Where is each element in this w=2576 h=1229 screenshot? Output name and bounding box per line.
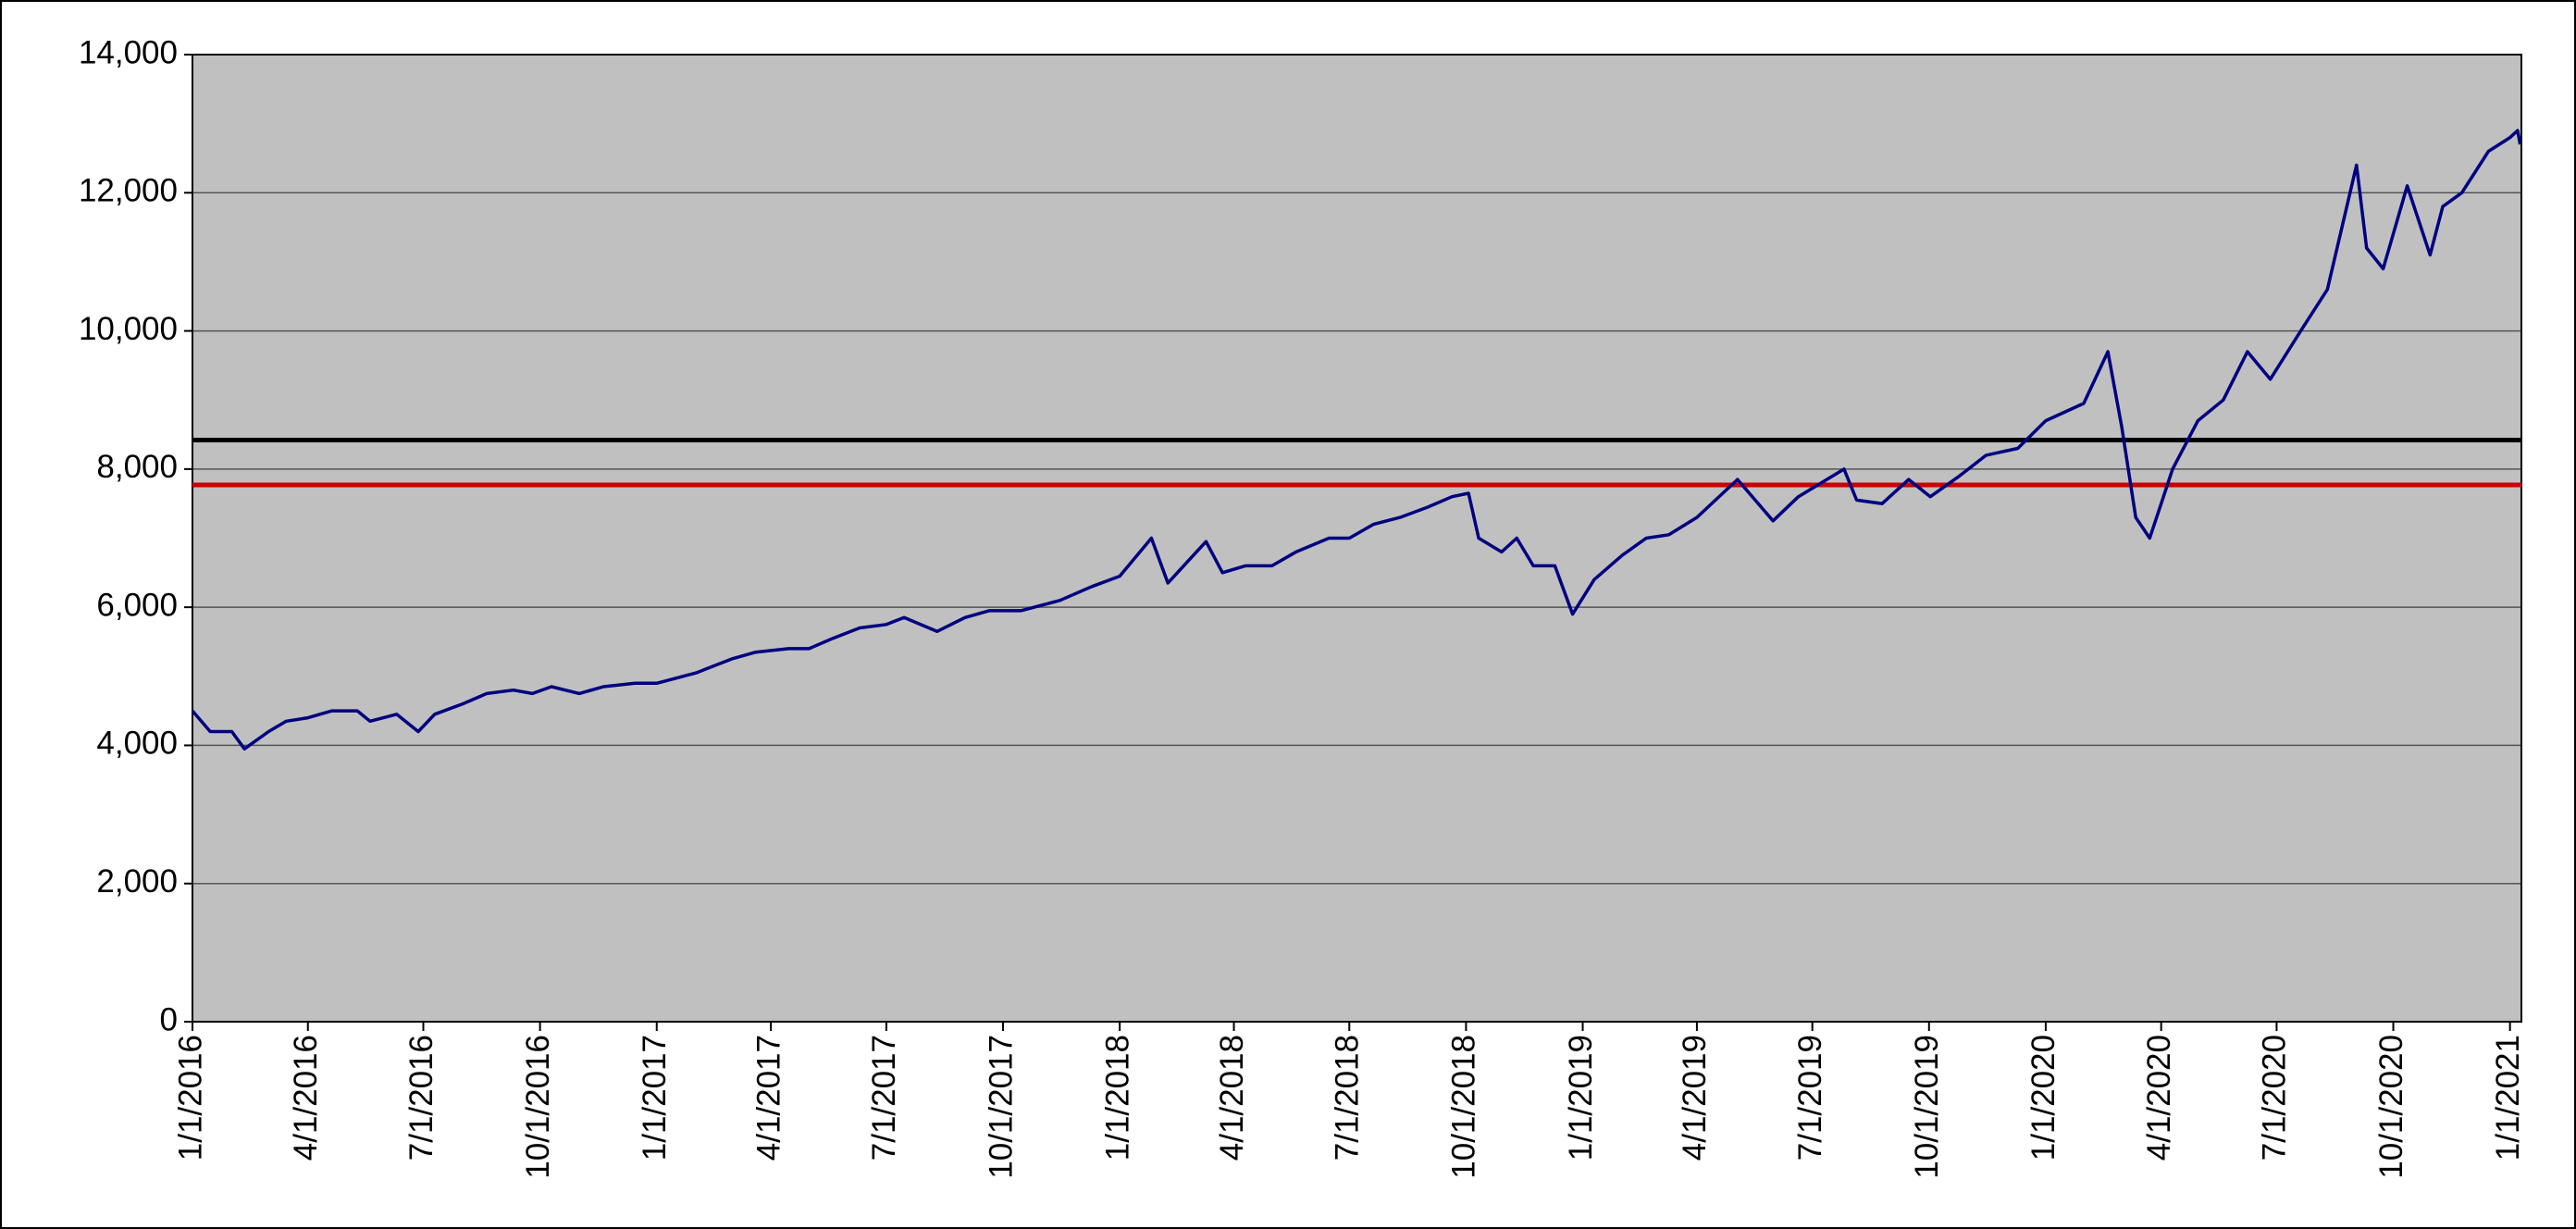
series-line (191, 129, 2522, 751)
y-tick-label: 8,000 (96, 449, 178, 485)
x-tick-label: 7/1/2018 (1330, 1035, 1366, 1161)
x-tick-label: 10/1/2016 (520, 1035, 556, 1179)
x-tick-label: 10/1/2018 (1446, 1035, 1482, 1179)
y-tick-label: 14,000 (79, 34, 178, 70)
x-tick-label: 4/1/2016 (288, 1035, 324, 1161)
x-tick-label: 7/1/2019 (1792, 1035, 1828, 1161)
x-tick-label: 1/1/2021 (2490, 1035, 2526, 1161)
x-tick-label: 1/1/2020 (2025, 1035, 2062, 1161)
x-tick-label: 7/1/2020 (2257, 1035, 2293, 1161)
plot-area (192, 55, 2521, 1022)
x-tick-label: 10/1/2020 (2373, 1035, 2409, 1179)
x-tick-label: 7/1/2017 (866, 1035, 902, 1161)
y-tick-label: 10,000 (79, 311, 178, 347)
x-tick-label: 10/1/2017 (983, 1035, 1019, 1179)
y-tick-label: 0 (160, 1001, 178, 1037)
y-tick-label: 6,000 (96, 587, 178, 623)
x-tick-label: 1/1/2016 (172, 1035, 208, 1161)
x-tick-label: 4/1/2017 (750, 1035, 786, 1161)
y-tick-label: 4,000 (96, 726, 178, 762)
x-tick-label: 1/1/2019 (1563, 1035, 1599, 1161)
plot-border (192, 54, 2522, 1023)
x-tick-label: 4/1/2019 (1677, 1035, 1713, 1161)
x-tick-label: 1/1/2018 (1099, 1035, 1135, 1161)
x-tick-label: 4/1/2020 (2141, 1035, 2177, 1161)
y-tick-label: 2,000 (96, 863, 178, 900)
y-tick-label: 12,000 (79, 173, 178, 209)
x-tick-label: 7/1/2016 (403, 1035, 440, 1161)
x-tick-label: 1/1/2017 (637, 1035, 673, 1161)
x-tick-label: 4/1/2018 (1214, 1035, 1250, 1161)
x-tick-label: 10/1/2019 (1909, 1035, 1945, 1179)
